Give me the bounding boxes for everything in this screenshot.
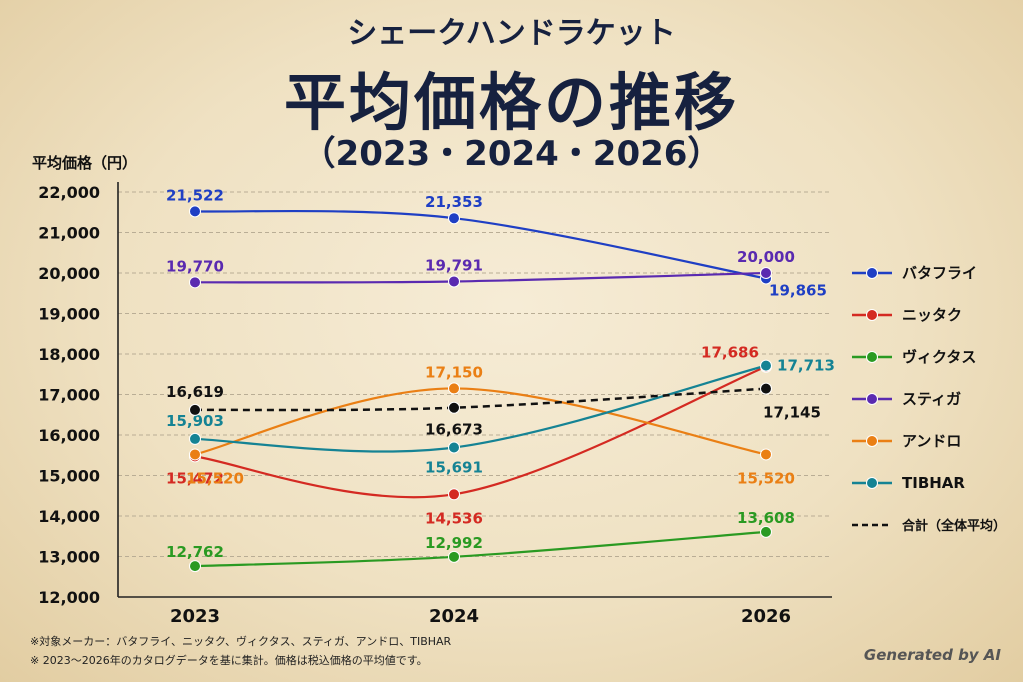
data-label: 15,472 [166, 469, 224, 487]
legend-label: ニッタク [902, 306, 962, 324]
legend-marker [866, 267, 878, 279]
data-point [760, 525, 772, 538]
data-point [448, 401, 460, 414]
data-label: 13,608 [737, 509, 795, 527]
y-tick-label: 14,000 [38, 507, 100, 526]
data-point [760, 359, 772, 372]
chart-title: 平均価格の推移 [283, 66, 739, 139]
data-point [189, 403, 201, 416]
y-axis-label: 平均価格（円） [32, 154, 138, 172]
data-point [189, 432, 201, 445]
legend-label: ヴィクタス [902, 348, 976, 366]
y-tick-label: 19,000 [38, 305, 100, 324]
data-label: 16,619 [166, 383, 224, 401]
legend-marker [866, 309, 878, 321]
legend-marker [866, 435, 878, 447]
footnote-makers: ※対象メーカー：バタフライ、ニッタク、ヴィクタス、スティガ、アンドロ、TIBHA… [30, 635, 452, 648]
footnote-method: ※ 2023〜2026年のカタログデータを基に集計。価格は税込価格の平均値です。 [30, 654, 428, 667]
credit-text: Generated by AI [863, 646, 1001, 664]
chart-years: （2023・2024・2026） [301, 134, 722, 174]
legend-label: TIBHAR [902, 474, 965, 492]
data-label: 20,000 [737, 248, 795, 266]
data-label: 15,691 [425, 459, 483, 477]
legend-label: バタフライ [902, 264, 977, 282]
y-tick-label: 22,000 [38, 183, 100, 202]
y-tick-label: 15,000 [38, 467, 100, 486]
legend-label: アンドロ [902, 432, 961, 450]
data-label: 17,150 [425, 363, 483, 381]
y-tick-label: 21,000 [38, 224, 100, 243]
data-point [189, 205, 201, 218]
data-label: 15,903 [166, 412, 224, 430]
data-point [448, 488, 460, 501]
y-tick-label: 20,000 [38, 264, 100, 283]
legend-marker [866, 351, 878, 363]
data-label: 12,992 [425, 534, 483, 552]
data-label: 17,686 [701, 344, 759, 362]
data-point [448, 382, 460, 395]
data-label: 19,770 [166, 257, 224, 275]
data-label: 12,762 [166, 543, 224, 561]
data-point [760, 267, 772, 279]
x-tick-label: 2024 [429, 606, 479, 627]
data-point [189, 560, 201, 573]
legend-marker [866, 393, 878, 405]
x-tick-label: 2026 [741, 606, 791, 627]
data-point [189, 448, 201, 461]
data-point [448, 212, 460, 225]
data-point [448, 275, 460, 288]
data-point [448, 550, 460, 563]
y-tick-label: 12,000 [38, 588, 100, 607]
chart-subtitle: シェークハンドラケット [347, 16, 676, 51]
x-tick-label: 2023 [170, 606, 220, 627]
data-point [760, 382, 772, 395]
data-label: 19,791 [425, 256, 483, 274]
y-tick-label: 16,000 [38, 426, 100, 445]
data-label: 16,673 [425, 421, 483, 439]
y-tick-label: 18,000 [38, 345, 100, 364]
data-label: 21,353 [425, 193, 483, 211]
data-label: 15,520 [737, 469, 795, 487]
data-label: 15,520 [186, 469, 244, 487]
data-label: 17,145 [763, 404, 821, 422]
legend-marker [866, 477, 878, 489]
data-point [448, 441, 460, 454]
legend-label: スティガ [902, 390, 961, 408]
y-tick-label: 17,000 [38, 386, 100, 405]
data-label: 14,536 [425, 509, 483, 527]
data-label: 17,713 [777, 357, 835, 375]
series-line [194, 387, 767, 412]
data-label: 21,522 [166, 186, 224, 204]
data-point [189, 276, 201, 289]
data-label: 19,865 [769, 281, 827, 299]
data-point [760, 448, 772, 461]
y-tick-label: 13,000 [38, 548, 100, 567]
legend-label: 合計（全体平均） [902, 518, 1006, 534]
